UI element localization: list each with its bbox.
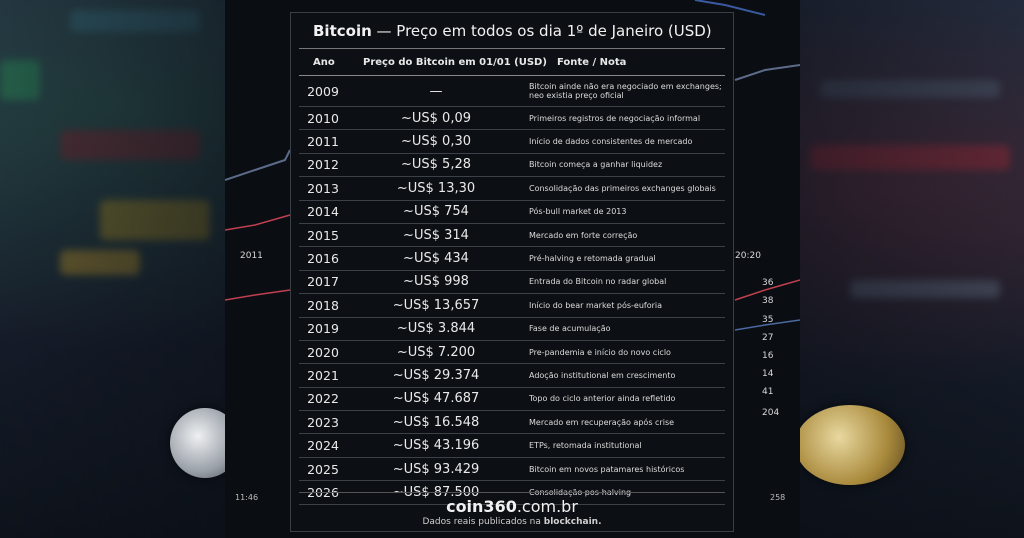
year-cell: 2024 [299, 433, 347, 458]
table-row: 2019 ~US$ 3.844 Fase de acumulação [299, 317, 725, 341]
divider [299, 492, 725, 493]
year-cell: 2017 [299, 270, 347, 295]
table-row: 2025 ~US$ 93.429 Bitcoin em novos patamare… [299, 457, 725, 482]
header-year: Ano [313, 57, 335, 68]
year-cell: 2018 [299, 293, 347, 318]
note-cell: Pós-bull market de 2013 [525, 200, 725, 224]
note-cell: Bitcoin ainde não era negociado em excha… [525, 76, 725, 107]
year-cell: 2010 [299, 106, 347, 131]
header-price: Preço do Bitcoin em 01/01 (USD) [363, 57, 547, 68]
note-cell: Fase de acumulação [525, 317, 725, 341]
price-cell: ~US$ 47.687 [347, 387, 525, 412]
price-cell: ~US$ 0,30 [347, 129, 525, 154]
divider [299, 48, 725, 49]
header-note: Fonte / Nota [557, 57, 627, 68]
price-cell: ~US$ 93.429 [347, 457, 525, 482]
year-cell: 2025 [299, 457, 347, 482]
price-table-card: Bitcoin — Preço em todos os dia 1º de Ja… [290, 12, 734, 532]
axis-label: 204 [762, 408, 779, 418]
brand-rest: .com.br [516, 497, 578, 516]
price-cell: ~US$ 754 [347, 200, 525, 224]
note-cell: Início do bear market pós-euforia [525, 293, 725, 318]
table-row: 2009— Bitcoin ainde não era negociado em … [299, 76, 725, 107]
year-cell: 2021 [299, 363, 347, 388]
note-cell: Bitcoin começa a ganhar liquidez [525, 153, 725, 178]
table-row: 2018 ~US$ 13,657 Início do bear market pós… [299, 293, 725, 318]
footer-sub-text: Dados reais publicados na [422, 517, 544, 527]
page-title: Bitcoin — Preço em todos os dia 1º de Ja… [313, 22, 712, 40]
background-trading-chart: 2011 20:20 36 38 35 27 16 14 41 204 11:4… [225, 0, 800, 502]
table-row: 2024 ~US$ 43.196 ETPs, retomada institutio… [299, 433, 725, 458]
axis-label: 27 [762, 333, 773, 343]
table-row: 2015 ~US$ 314 Mercado em forte correção [299, 223, 725, 248]
table-row: 2022 ~US$ 47.687 Topo do ciclo anterior ai… [299, 387, 725, 412]
note-cell: ETPs, retomada institutional [525, 433, 725, 458]
price-cell: ~US$ 434 [347, 246, 525, 271]
year-cell: 2019 [299, 317, 347, 341]
note-cell: Bitcoin em novos patamares históricos [525, 457, 725, 482]
price-table: 2009— Bitcoin ainde não era negociado em … [299, 76, 725, 505]
axis-label: 16 [762, 351, 774, 361]
axis-label: 11:46 [235, 493, 258, 502]
table-row: 2016 ~US$ 434 Pré-halving e retomada gradu… [299, 246, 725, 271]
year-cell: 2014 [299, 200, 347, 224]
table-row: 2017 ~US$ 998 Entrada do Bitcoin no radar … [299, 270, 725, 295]
year-cell: 2023 [299, 410, 347, 435]
year-cell: 2011 [299, 129, 347, 154]
table-row: 2012 ~US$ 5,28 Bitcoin começa a ganhar liq… [299, 153, 725, 178]
price-cell: ~US$ 7.200 [347, 340, 525, 365]
brand-bold: coin360 [446, 497, 517, 516]
price-cell: — [347, 76, 525, 107]
price-cell: ~US$ 16.548 [347, 410, 525, 435]
footer-subtitle: Dados reais publicados na blockchain. [291, 517, 733, 527]
year-cell: 2015 [299, 223, 347, 248]
price-cell: ~US$ 3.844 [347, 317, 525, 341]
table-row: 2021 ~US$ 29.374 Adoção institutional em c… [299, 363, 725, 388]
note-cell: Mercado em forte correção [525, 223, 725, 248]
year-cell: 2022 [299, 387, 347, 412]
price-cell: ~US$ 43.196 [347, 433, 525, 458]
note-cell: Início de dados consistentes de mercado [525, 129, 725, 154]
year-cell: 2016 [299, 246, 347, 271]
table-row: 2013 ~US$ 13,30 Consolidação das primeiros… [299, 176, 725, 201]
price-cell: ~US$ 13,30 [347, 176, 525, 201]
year-cell: 2012 [299, 153, 347, 178]
coin-right [795, 405, 905, 485]
year-cell: 2009 [299, 76, 347, 107]
table-row: 2023 ~US$ 16.548 Mercado em recuperação ap… [299, 410, 725, 435]
axis-label: 36 [762, 278, 774, 288]
price-cell: ~US$ 29.374 [347, 363, 525, 388]
table-row: 2014 ~US$ 754 Pós-bull market de 2013 [299, 200, 725, 224]
table-row: 2010 ~US$ 0,09 Primeiros registros de nego… [299, 106, 725, 131]
year-cell: 2013 [299, 176, 347, 201]
axis-label: 20:20 [735, 251, 761, 261]
table-row: 2011 ~US$ 0,30 Início de dados consistente… [299, 129, 725, 154]
axis-label: 38 [762, 296, 774, 306]
note-cell: Primeiros registros de negociação inform… [525, 106, 725, 131]
divider [299, 75, 725, 76]
note-cell: Pre-pandemia e início do novo ciclo [525, 340, 725, 365]
note-cell: Adoção institutional em crescimento [525, 363, 725, 388]
price-cell: ~US$ 998 [347, 270, 525, 295]
note-cell: Pré-halving e retomada gradual [525, 246, 725, 271]
note-cell: Entrada do Bitcoin no radar global [525, 270, 725, 295]
axis-label: 14 [762, 369, 774, 379]
footer-sub-bold: blockchain. [543, 517, 602, 527]
title-bold: Bitcoin [313, 22, 372, 40]
price-cell: ~US$ 314 [347, 223, 525, 248]
year-cell: 2020 [299, 340, 347, 365]
price-cell: ~US$ 5,28 [347, 153, 525, 178]
price-cell: ~US$ 0,09 [347, 106, 525, 131]
axis-label: 41 [762, 387, 773, 397]
axis-label: 258 [770, 493, 785, 502]
footer-brand: coin360.com.br [291, 497, 733, 516]
title-rest: — Preço em todos os dia 1º de Janeiro (U… [371, 22, 712, 40]
table-row: 2020 ~US$ 7.200 Pre-pandemia e início do n… [299, 340, 725, 365]
axis-label: 2011 [240, 251, 263, 261]
note-cell: Mercado em recuperação após crise [525, 410, 725, 435]
axis-label: 35 [762, 315, 773, 325]
note-cell: Consolidação das primeiros exchanges glo… [525, 176, 725, 201]
note-cell: Topo do ciclo anterior ainda refletido [525, 387, 725, 412]
price-cell: ~US$ 13,657 [347, 293, 525, 318]
